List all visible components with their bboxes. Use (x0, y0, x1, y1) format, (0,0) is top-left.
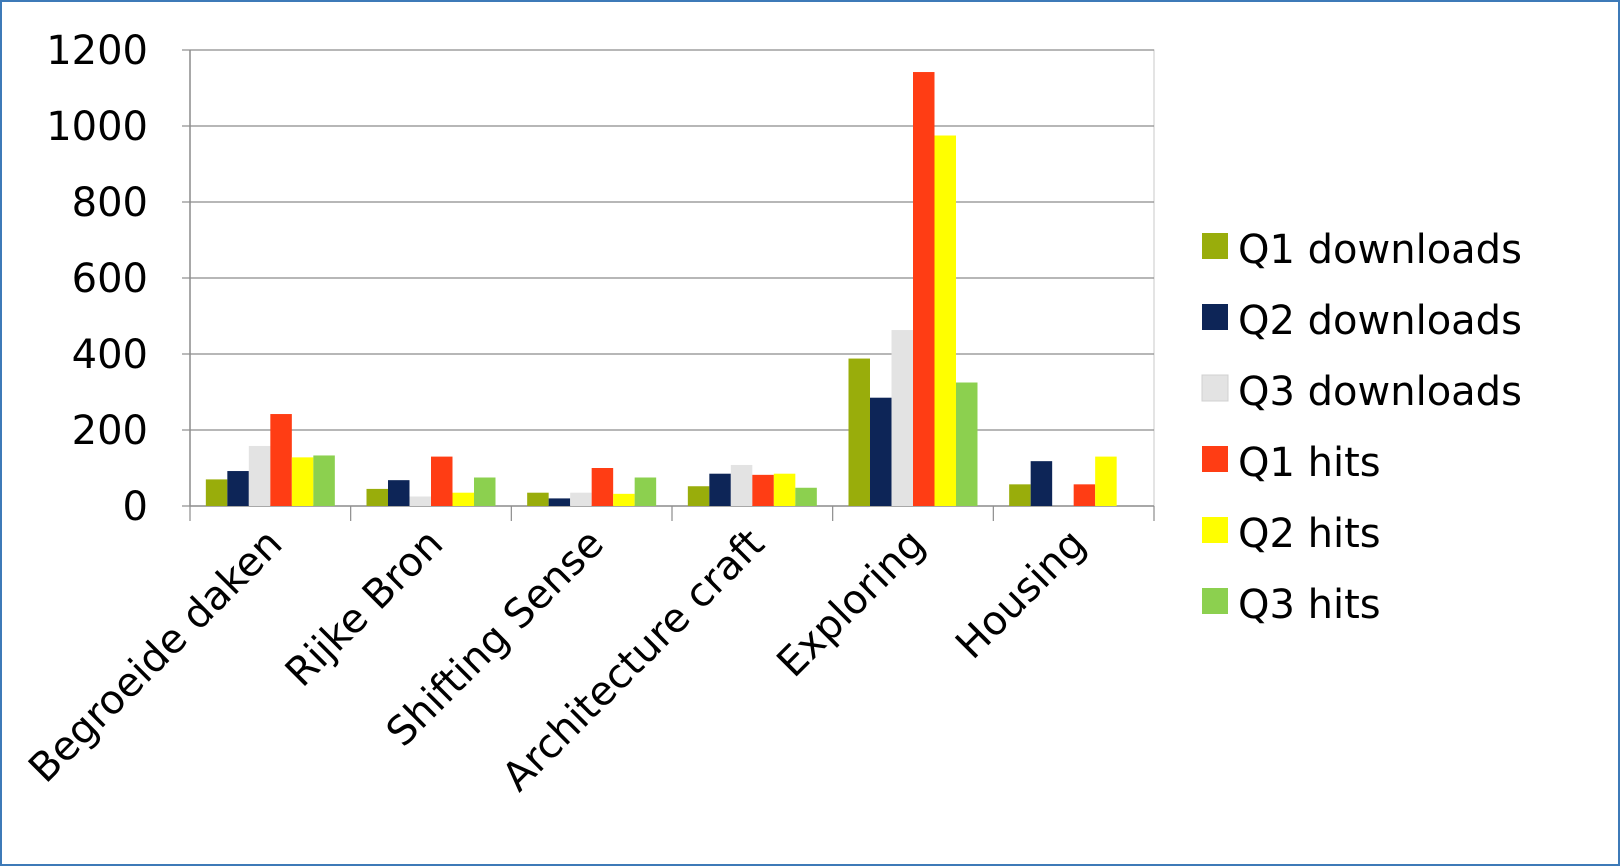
bar (891, 330, 913, 506)
bar (452, 492, 474, 506)
bar (548, 498, 571, 506)
y-tick-label: 200 (72, 408, 148, 454)
bar (634, 477, 657, 506)
bar (752, 474, 774, 506)
bar (431, 456, 453, 506)
bar (709, 473, 731, 506)
bar (613, 493, 635, 506)
legend-swatch (1201, 374, 1229, 402)
bar (366, 488, 388, 506)
bar (687, 486, 710, 506)
bar (1073, 484, 1096, 506)
legend-label: Q3 downloads (1238, 369, 1522, 415)
bar (1009, 484, 1031, 506)
bar (773, 473, 796, 506)
bar (409, 496, 431, 506)
bar (1095, 456, 1117, 506)
legend-label: Q1 downloads (1238, 227, 1522, 273)
bar (591, 468, 614, 506)
bar (270, 414, 292, 506)
bar (527, 492, 549, 506)
bar (848, 358, 870, 506)
bar (913, 72, 935, 506)
bar (934, 135, 956, 506)
x-tick-label: Begroeide daken (20, 521, 291, 792)
y-tick-label: 0 (123, 484, 148, 530)
bar (570, 492, 592, 506)
x-tick-label: Architecture craft (494, 521, 774, 801)
legend-swatch (1202, 517, 1228, 543)
legend-label: Q2 downloads (1238, 298, 1522, 344)
legend-swatch (1202, 233, 1228, 259)
legend-swatch (1202, 304, 1228, 330)
bar (248, 445, 271, 506)
bar (474, 477, 496, 506)
bar (956, 382, 978, 506)
y-tick-label: 600 (72, 256, 148, 302)
bar (291, 457, 314, 506)
bar (205, 479, 228, 506)
bar (870, 397, 892, 506)
bar (313, 455, 335, 506)
y-tick-label: 400 (72, 332, 148, 378)
y-tick-label: 800 (72, 180, 148, 226)
x-tick-label: Rijke Bron (277, 521, 452, 696)
legend-label: Q1 hits (1238, 440, 1381, 486)
legend-label: Q2 hits (1238, 511, 1381, 557)
x-tick-label: Housing (947, 521, 1095, 669)
bar (1030, 461, 1053, 506)
y-tick-label: 1000 (46, 104, 148, 150)
y-tick-label: 1200 (46, 28, 148, 74)
x-tick-label: Exploring (768, 521, 934, 687)
bar (227, 471, 249, 506)
bar (388, 480, 410, 506)
bar (795, 487, 817, 506)
legend-swatch (1202, 446, 1228, 472)
legend-label: Q3 hits (1238, 582, 1381, 628)
legend-swatch (1202, 588, 1228, 614)
bar (730, 464, 753, 506)
